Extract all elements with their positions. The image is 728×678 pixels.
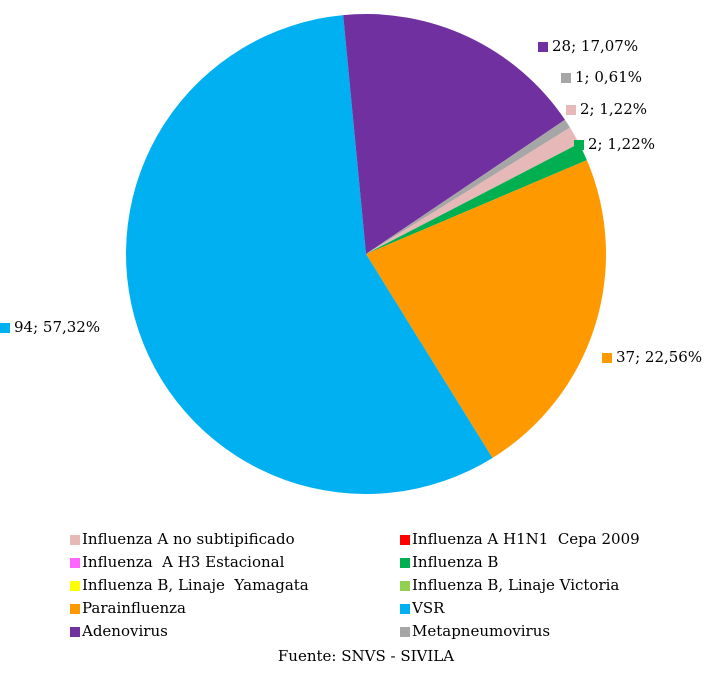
pie-slice [366,119,570,255]
label-swatch [561,73,571,83]
pie-slice [366,143,587,254]
legend-swatch [400,558,410,568]
data-label: 37; 22,56% [616,348,702,366]
pie-slice [126,15,493,495]
legend-swatch [70,535,80,545]
legend-swatch [70,581,80,591]
legend-label: Influenza A no subtipificado [82,530,295,548]
legend-swatch [400,604,410,614]
legend-swatch [400,581,410,591]
label-swatch [574,140,584,150]
data-label: 28; 17,07% [552,37,638,55]
legend-swatch [70,627,80,637]
label-swatch [538,42,548,52]
data-label: 1; 0,61% [575,68,642,86]
label-swatch [566,105,576,115]
legend-label: Influenza A H3 Estacional [82,553,285,571]
data-label: 2; 1,22% [588,135,655,153]
pie-slice [366,127,580,254]
label-swatch [0,323,10,333]
legend-label: Adenovirus [81,622,168,640]
legend-label: Influenza B, Linaje Victoria [412,576,619,594]
legend-label: Influenza B [412,553,498,571]
legend-label: Metapneumovirus [412,622,550,640]
legend-label: Parainfluenza [82,599,186,617]
legend-swatch [70,558,80,568]
legend-swatch [400,535,410,545]
pie-slice [366,160,606,458]
legend-swatch [400,627,410,637]
data-label: 2; 1,22% [580,100,647,118]
label-swatch [602,353,612,363]
legend-label: Influenza A H1N1 Cepa 2009 [412,530,640,548]
legend-label: VSR [411,599,445,617]
pie-slice [343,13,565,254]
legend-label: Influenza B, Linaje Yamagata [82,576,309,594]
data-label: 94; 57,32% [14,318,100,336]
source-note: Fuente: SNVS - SIVILA [278,647,454,665]
legend-swatch [70,604,80,614]
